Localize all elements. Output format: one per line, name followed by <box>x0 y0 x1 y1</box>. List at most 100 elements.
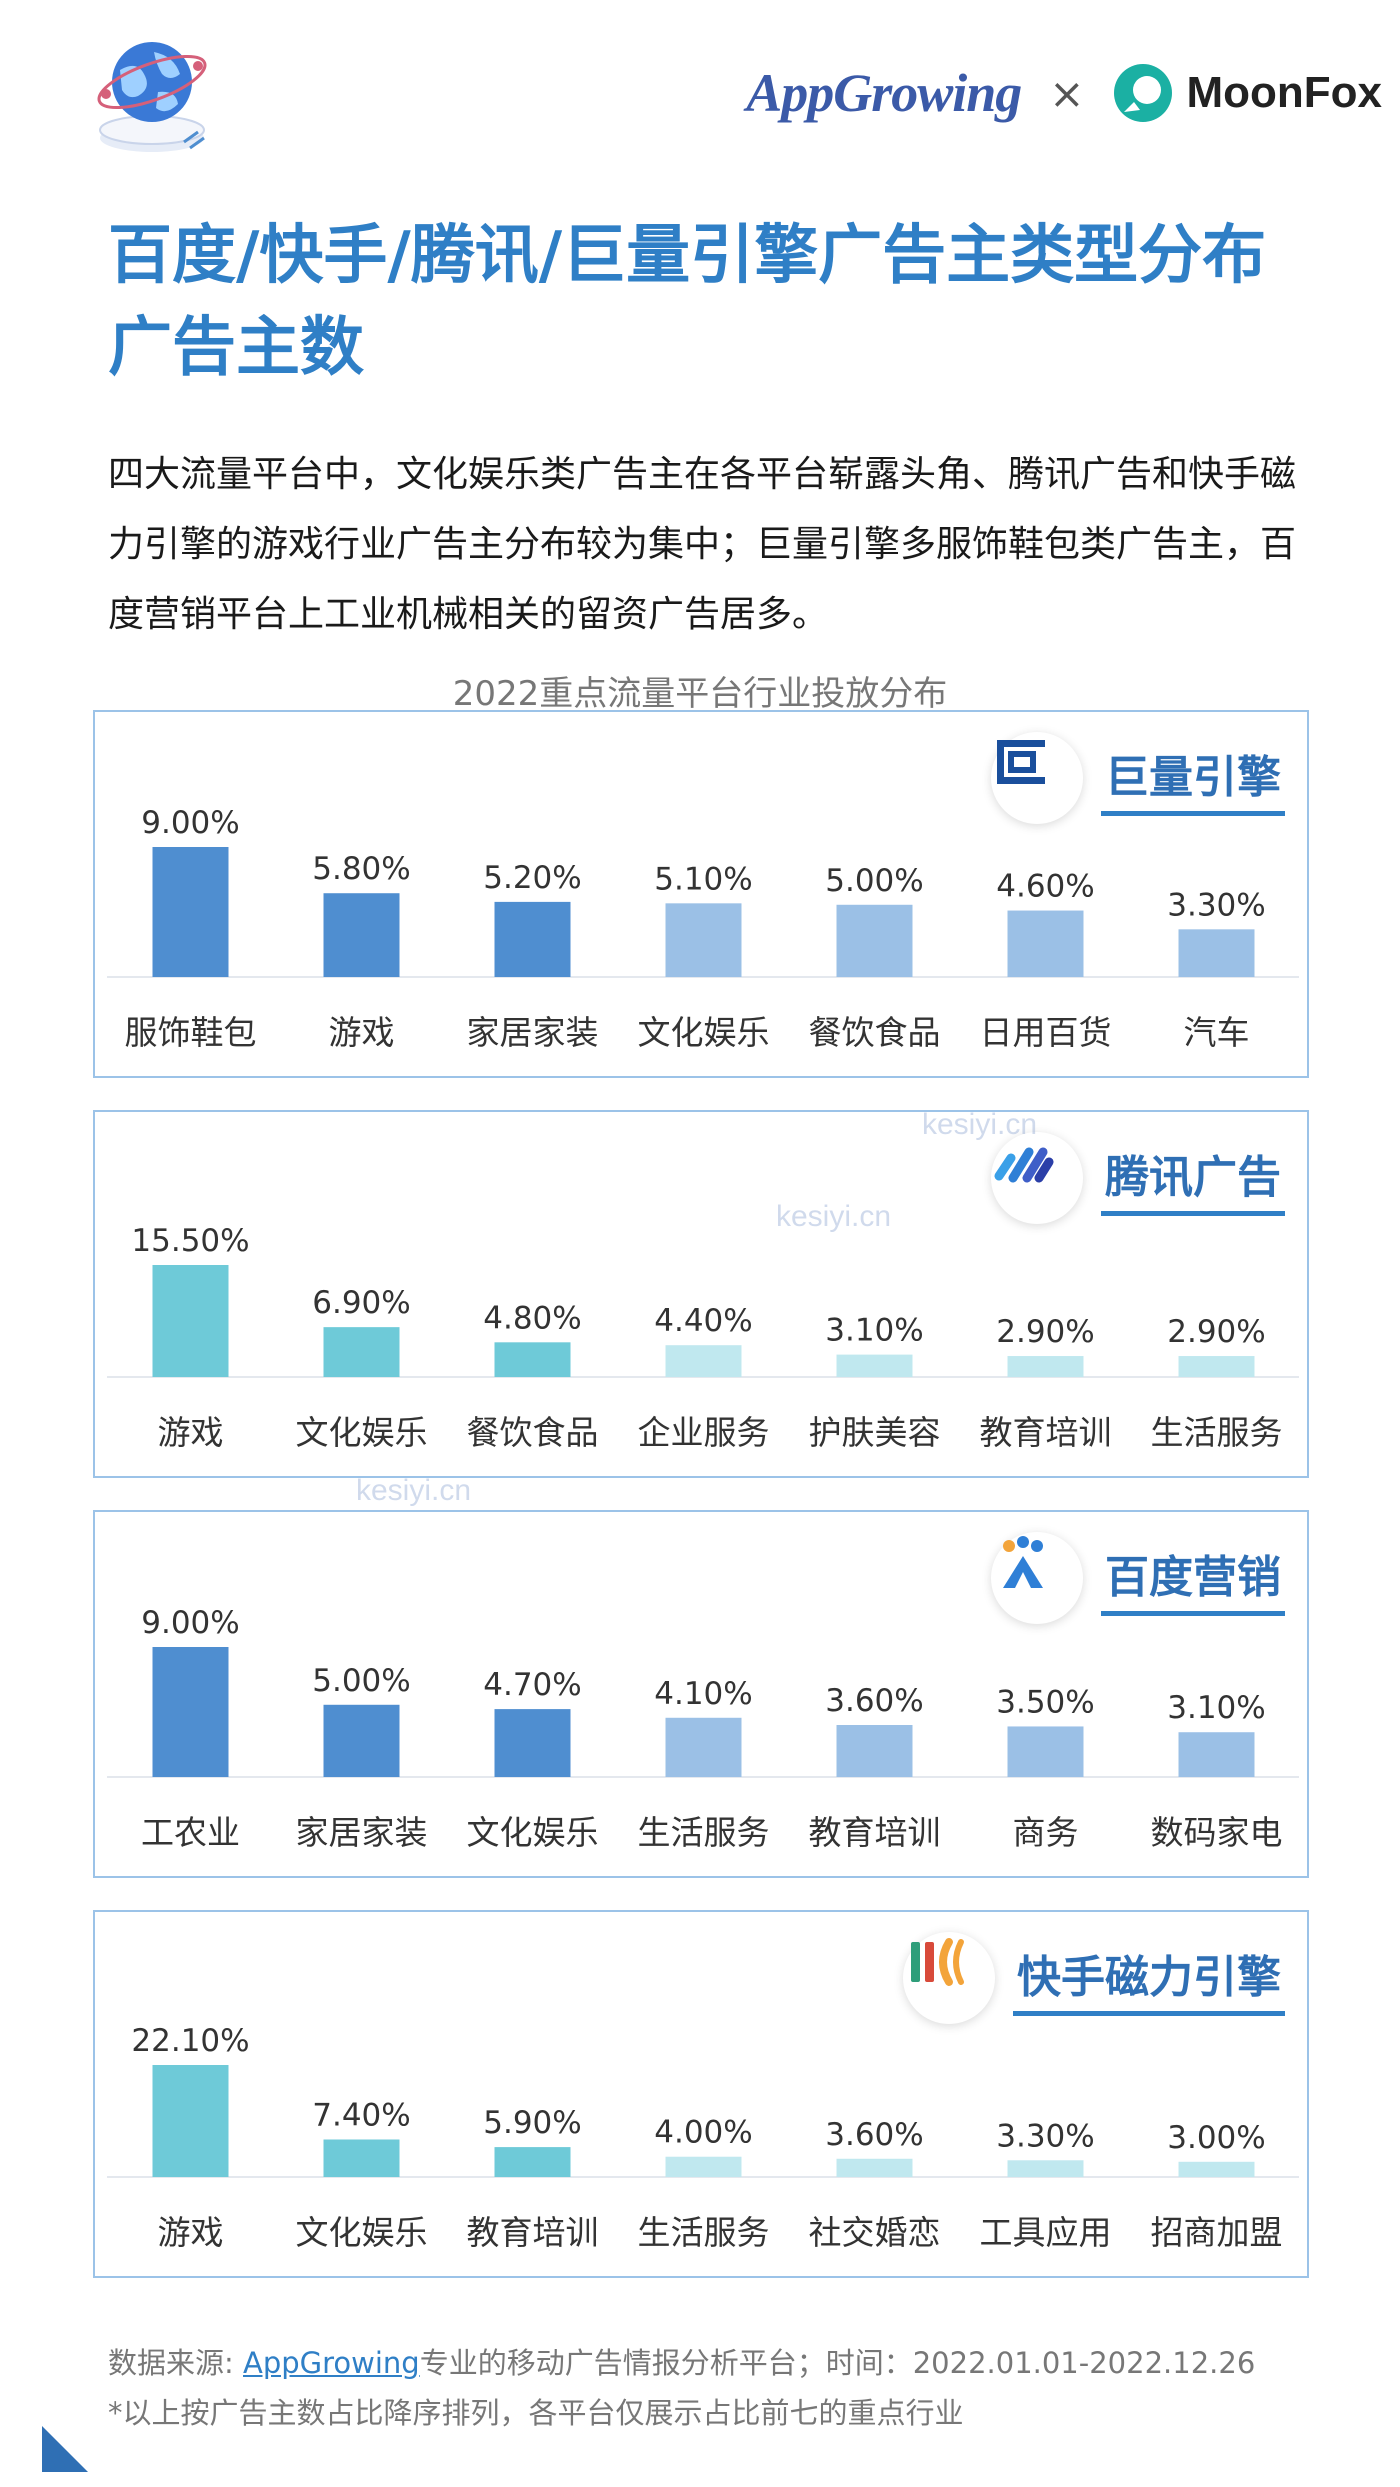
category-label: 服饰鞋包 <box>125 1013 257 1052</box>
source-suffix: 专业的移动广告情报分析平台；时间：2022.01.01-2022.12.26 <box>419 2346 1256 2380</box>
bar-chart-juliang: 9.00% 服饰鞋包 5.80% 游戏 5.20% 家居家装 5.10% 文化娱乐 5.00% 餐… <box>107 805 1299 1052</box>
bar-chart-baidu: 9.00% 工农业 5.00% 家居家装 4.70% 文化娱乐 4.10% 生活服务 3.60%… <box>107 1605 1299 1852</box>
bar <box>1178 1356 1255 1377</box>
bar <box>1178 2161 1255 2177</box>
bar <box>323 2139 400 2177</box>
watermark: kesiyi.cn <box>776 1200 892 1233</box>
category-label: 家居家装 <box>296 1813 428 1852</box>
baidu-marketing-icon <box>991 1532 1083 1624</box>
brand-separator: × <box>1049 68 1085 118</box>
moonfox-icon <box>1114 64 1173 122</box>
bar <box>1007 2160 1084 2177</box>
chart-panel-baidu: 9.00% 工农业 5.00% 家居家装 4.70% 文化娱乐 4.10% 生活服务 3.60%… <box>93 1510 1309 1878</box>
category-label: 教育培训 <box>467 2213 599 2252</box>
value-label: 5.80% <box>312 851 410 887</box>
page-title: 百度/快手/腾讯/巨量引擎广告主类型分布广告主数 <box>108 219 1267 385</box>
kuaishou-icon <box>903 1932 995 2024</box>
appgrowing-logo: AppGrowing <box>746 63 1022 123</box>
bar <box>1007 1356 1084 1377</box>
bar <box>152 1647 229 1777</box>
category-label: 游戏 <box>158 1413 224 1452</box>
bar <box>494 2147 571 2177</box>
chart-caption: 2022重点流量平台行业投放分布 <box>452 674 948 714</box>
value-label: 3.30% <box>996 2118 1094 2154</box>
category-label: 家居家装 <box>467 1013 599 1052</box>
bar <box>152 1265 229 1377</box>
value-label: 2.90% <box>996 1314 1094 1350</box>
value-label: 4.40% <box>654 1303 752 1339</box>
category-label: 数码家电 <box>1151 1813 1283 1852</box>
category-label: 工具应用 <box>980 2213 1112 2252</box>
data-source: 数据来源: AppGrowing专业的移动广告情报分析平台；时间：2022.01… <box>108 2340 1358 2382</box>
bar <box>665 2156 742 2177</box>
panel-header: 巨量引擎 <box>991 732 1285 824</box>
value-label: 5.20% <box>483 860 581 896</box>
value-label: 5.10% <box>654 861 752 897</box>
value-label: 4.80% <box>483 1300 581 1336</box>
category-label: 游戏 <box>329 1013 395 1052</box>
category-label: 生活服务 <box>638 1813 770 1852</box>
bar <box>323 1704 400 1777</box>
value-label: 5.00% <box>825 863 923 899</box>
bar <box>836 2158 913 2177</box>
source-prefix: 数据来源: <box>108 2346 243 2380</box>
category-label: 汽车 <box>1184 1013 1250 1052</box>
value-label: 4.00% <box>654 2115 752 2151</box>
bar <box>836 904 913 977</box>
category-label: 招商加盟 <box>1151 2213 1283 2252</box>
watermark: kesiyi.cn <box>356 1474 472 1507</box>
bar <box>836 1725 913 1777</box>
category-label: 社交婚恋 <box>809 2213 941 2252</box>
value-label: 3.60% <box>825 1683 923 1719</box>
value-label: 3.00% <box>1167 2120 1265 2156</box>
bar <box>1007 910 1084 977</box>
value-label: 4.70% <box>483 1667 581 1703</box>
value-label: 5.00% <box>312 1663 410 1699</box>
category-label: 生活服务 <box>638 2213 770 2252</box>
bar <box>1178 929 1255 977</box>
category-label: 护肤美容 <box>809 1413 941 1452</box>
value-label: 3.60% <box>825 2117 923 2153</box>
bar <box>665 1345 742 1377</box>
value-label: 9.00% <box>141 805 239 841</box>
panel-header: 百度营销 <box>991 1532 1285 1624</box>
chart-panel-kuaishou: 22.10% 游戏 7.40% 文化娱乐 5.90% 教育培训 4.00% 生活服务 3.60%… <box>93 1910 1309 2278</box>
bar <box>152 847 229 977</box>
watermark: kesiyi.cn <box>922 1108 1038 1141</box>
bar <box>323 1327 400 1377</box>
category-label: 企业服务 <box>638 1413 770 1452</box>
source-link[interactable]: AppGrowing <box>243 2346 420 2380</box>
bar <box>836 1354 913 1377</box>
bar <box>494 1342 571 1377</box>
tencent-ads-icon <box>991 1132 1083 1224</box>
category-label: 商务 <box>1013 1813 1079 1852</box>
value-label: 3.30% <box>1167 887 1265 923</box>
value-label: 9.00% <box>141 1605 239 1641</box>
category-label: 文化娱乐 <box>467 1813 599 1852</box>
globe-logo-icon <box>92 30 212 160</box>
category-label: 日用百货 <box>980 1013 1112 1052</box>
value-label: 3.50% <box>996 1684 1094 1720</box>
category-label: 教育培训 <box>980 1413 1112 1452</box>
value-label: 4.10% <box>654 1676 752 1712</box>
bar <box>1007 1726 1084 1777</box>
panel-title: 百度营销 <box>1101 1541 1285 1616</box>
bar-chart-kuaishou: 22.10% 游戏 7.40% 文化娱乐 5.90% 教育培训 4.00% 生活服务 3.60%… <box>107 2023 1299 2252</box>
value-label: 3.10% <box>1167 1690 1265 1726</box>
bar <box>1178 1732 1255 1777</box>
brand-logos: AppGrowing × MoonFox <box>746 58 1382 128</box>
bar <box>494 901 571 977</box>
moonfox-wordmark: MoonFox <box>1186 68 1382 117</box>
moonfox-logo: MoonFox <box>1112 62 1382 124</box>
juliang-icon <box>991 732 1083 824</box>
category-label: 生活服务 <box>1151 1413 1283 1452</box>
category-label: 餐饮食品 <box>467 1413 599 1452</box>
bar <box>152 2065 229 2177</box>
value-label: 5.90% <box>483 2105 581 2141</box>
category-label: 教育培训 <box>809 1813 941 1852</box>
category-label: 文化娱乐 <box>296 1413 428 1452</box>
panel-title: 腾讯广告 <box>1101 1141 1285 1216</box>
value-label: 15.50% <box>131 1223 249 1259</box>
category-label: 工农业 <box>141 1813 240 1852</box>
bar <box>665 1717 742 1777</box>
